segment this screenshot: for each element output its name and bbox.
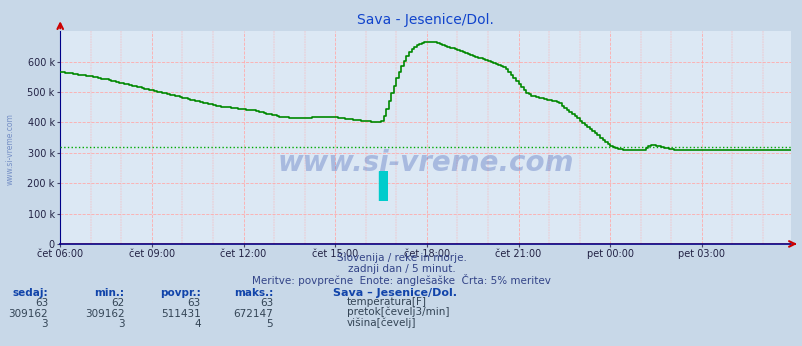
Text: www.si-vreme.com: www.si-vreme.com — [277, 149, 573, 177]
Text: 309162: 309162 — [85, 309, 124, 319]
Text: 63: 63 — [259, 298, 273, 308]
Polygon shape — [379, 171, 387, 201]
Text: www.si-vreme.com: www.si-vreme.com — [6, 113, 14, 185]
Text: 63: 63 — [187, 298, 200, 308]
Text: 62: 62 — [111, 298, 124, 308]
Text: Sava – Jesenice/Dol.: Sava – Jesenice/Dol. — [333, 288, 456, 298]
Text: maks.:: maks.: — [233, 288, 273, 298]
Text: Meritve: povprečne  Enote: anglešaške  Črta: 5% meritev: Meritve: povprečne Enote: anglešaške Črt… — [252, 274, 550, 286]
Text: pretok[čevelj3/min]: pretok[čevelj3/min] — [346, 307, 449, 317]
Text: Slovenija / reke in morje.: Slovenija / reke in morje. — [336, 253, 466, 263]
Text: zadnji dan / 5 minut.: zadnji dan / 5 minut. — [347, 264, 455, 274]
Text: 511431: 511431 — [160, 309, 200, 319]
Text: povpr.:: povpr.: — [160, 288, 200, 298]
Title: Sava - Jesenice/Dol.: Sava - Jesenice/Dol. — [357, 13, 493, 27]
Text: 3: 3 — [42, 319, 48, 329]
Text: sedaj:: sedaj: — [13, 288, 48, 298]
Text: 672147: 672147 — [233, 309, 273, 319]
Text: 63: 63 — [34, 298, 48, 308]
Text: 309162: 309162 — [9, 309, 48, 319]
Text: višina[čevelj]: višina[čevelj] — [346, 317, 416, 328]
Text: 4: 4 — [194, 319, 200, 329]
Text: 3: 3 — [118, 319, 124, 329]
Text: temperatura[F]: temperatura[F] — [346, 297, 427, 307]
Text: 5: 5 — [266, 319, 273, 329]
Text: min.:: min.: — [95, 288, 124, 298]
